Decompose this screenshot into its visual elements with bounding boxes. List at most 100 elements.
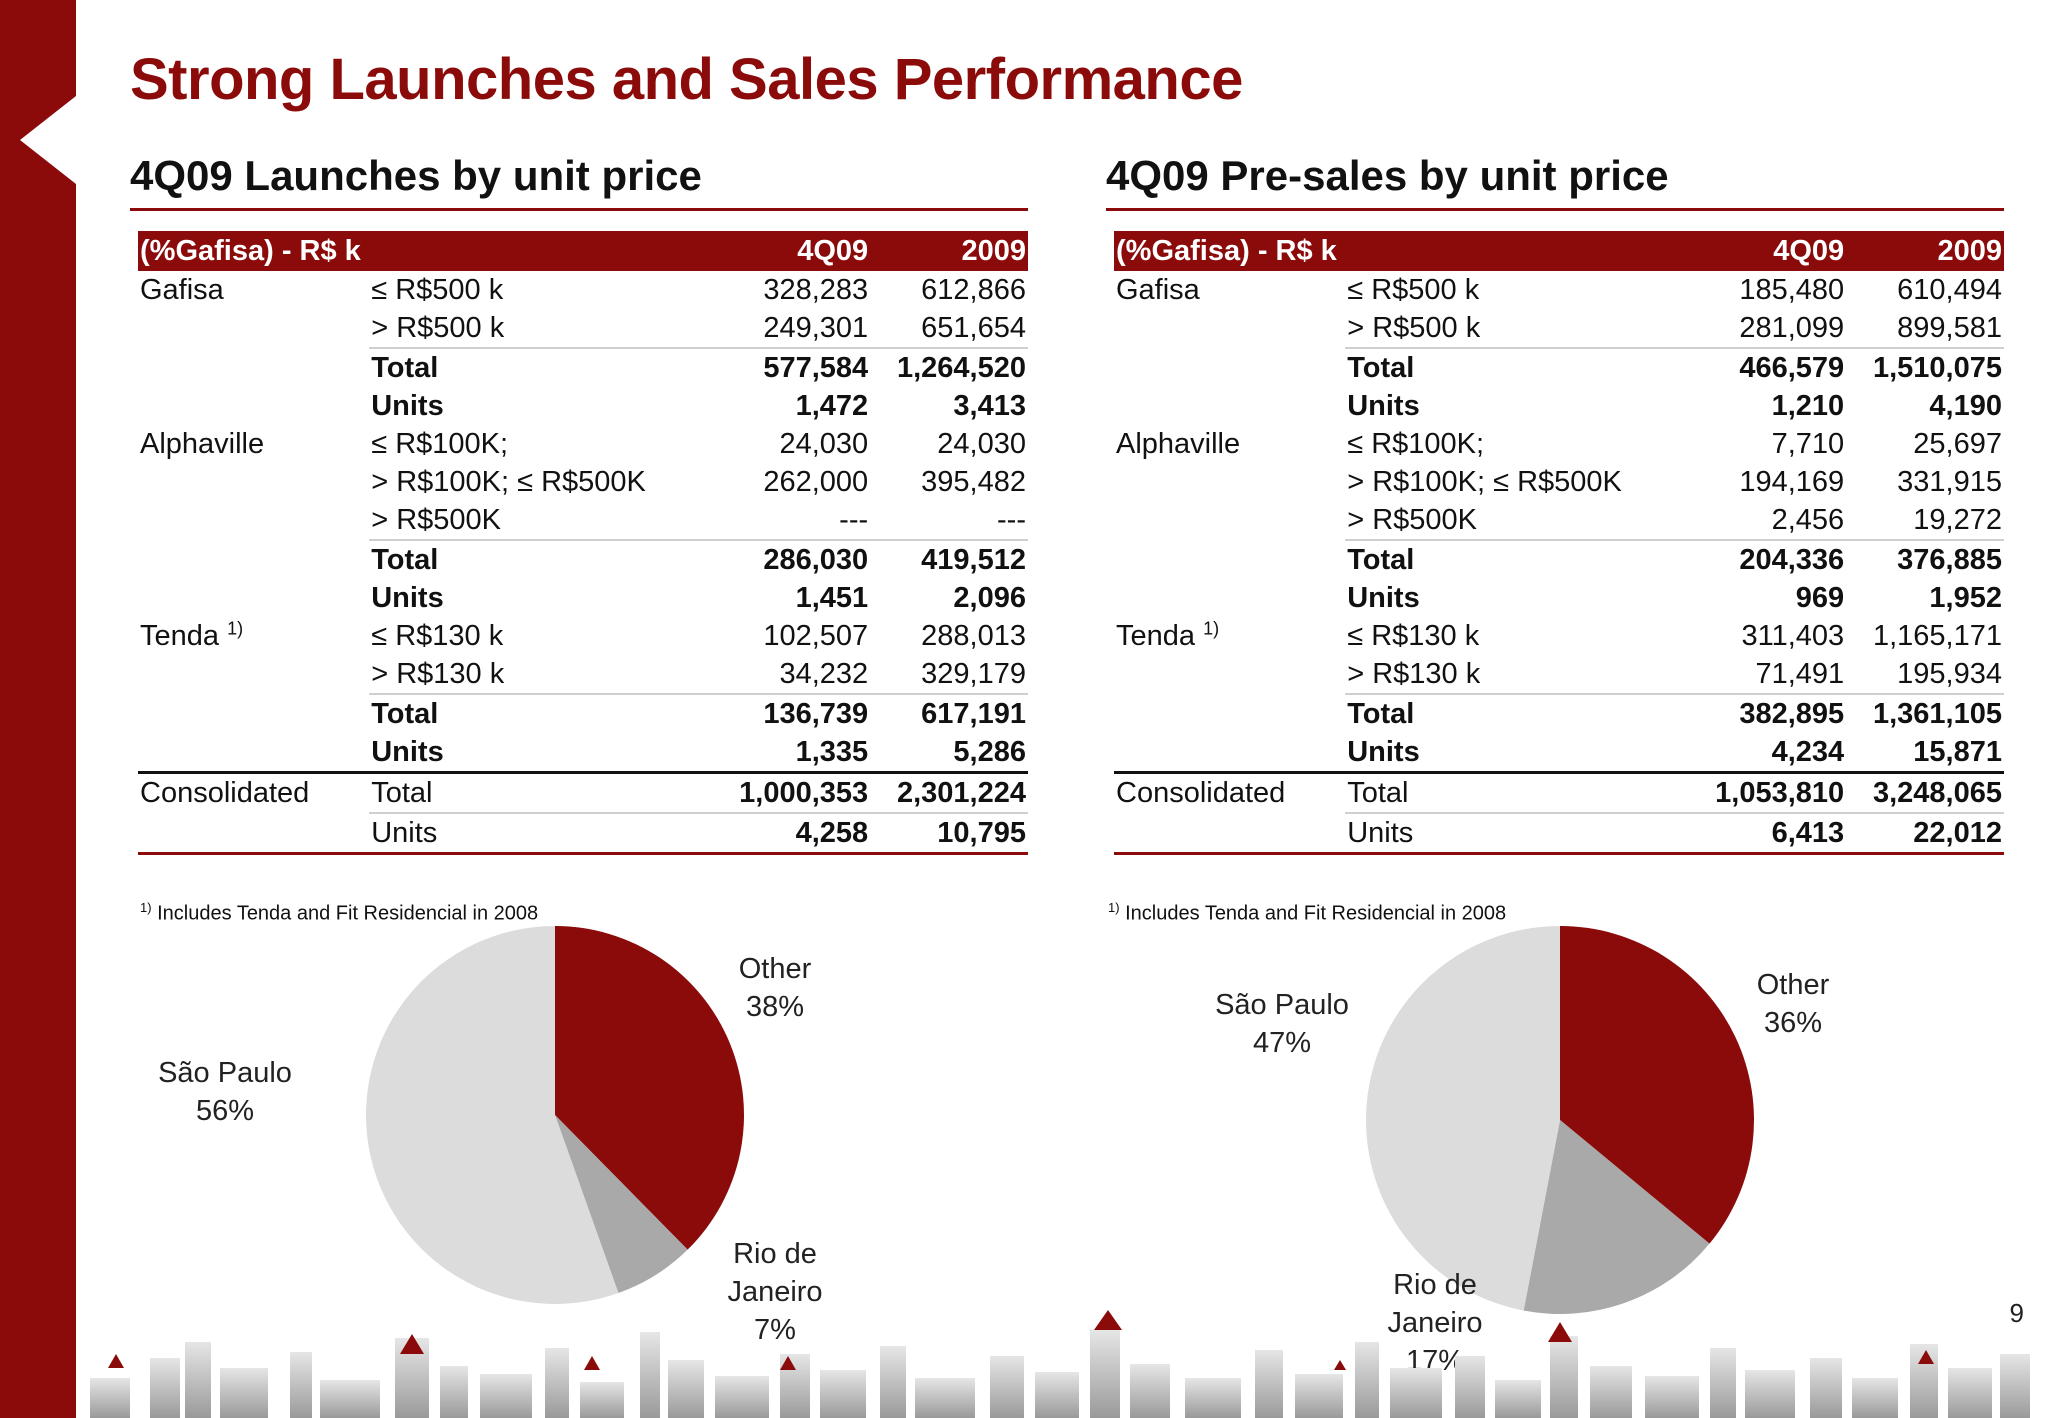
row-group [1114, 463, 1345, 501]
table-row: > R$130 k 71,491 195,934 [1114, 655, 2004, 694]
row-group [1114, 813, 1346, 855]
row-value-4q09: 1,053,810 [1688, 771, 1847, 813]
pie-label-sao-paulo: São Paulo 56% [158, 1057, 292, 1127]
row-label: Total [1345, 347, 1689, 387]
table-row: Units 969 1,952 [1114, 579, 2004, 617]
row-group: Gafisa [1116, 273, 1200, 306]
table-row: Total 466,579 1,510,075 [1114, 347, 2004, 387]
row-label: Total [1345, 693, 1689, 733]
row-group [138, 501, 369, 540]
row-value-4q09: 194,169 [1739, 465, 1845, 498]
row-value-4q09: 6,413 [1688, 812, 1847, 855]
row-value-4q09: 102,507 [763, 619, 869, 652]
table-row: > R$130 k 34,232 329,179 [138, 655, 1028, 694]
row-group [1114, 309, 1345, 348]
table-row: Alphaville ≤ R$100K; 24,030 24,030 [138, 425, 1028, 463]
row-group [138, 813, 370, 855]
table-row: Units 6,413 22,012 [1114, 812, 2004, 855]
pie-slice-other [1560, 926, 1754, 1244]
table-row: Tenda 1) ≤ R$130 k 102,507 288,013 [138, 617, 1028, 655]
row-value-4q09: 1,210 [1771, 389, 1845, 422]
page-number: 9 [2009, 1298, 2024, 1328]
row-value-2009: 25,697 [1913, 427, 2002, 460]
row-value-2009: 419,512 [870, 539, 1028, 579]
presales-table: (%Gafisa) - R$ k 4Q09 2009 Gafisa ≤ R$500… [1114, 231, 2004, 855]
row-label: > R$500 k [371, 311, 505, 344]
row-label: ≤ R$500 k [1347, 273, 1480, 306]
row-group [138, 579, 369, 617]
table-row: Units 4,234 15,871 [1114, 733, 2004, 773]
row-group: Gafisa [140, 273, 224, 306]
row-label: ≤ R$500 k [371, 273, 504, 306]
row-label: Units [1347, 735, 1420, 768]
row-value-2009: 195,934 [1897, 657, 2002, 690]
row-value-4q09: 4,258 [712, 812, 871, 855]
table-row: Tenda 1) ≤ R$130 k 311,403 1,165,171 [1114, 617, 2004, 655]
pie-slice-s-o-paulo [1366, 926, 1560, 1311]
header-col-2009: 2009 [870, 231, 1028, 271]
row-value-2009: 1,361,105 [1846, 693, 2004, 733]
row-group [1114, 579, 1345, 617]
row-value-2009: 329,179 [921, 657, 1026, 690]
table-header: (%Gafisa) - R$ k 4Q09 2009 [1114, 231, 2004, 271]
row-label: Total [369, 539, 713, 579]
pie-slice-other [555, 926, 744, 1250]
row-value-4q09: 1,000,353 [712, 771, 871, 813]
row-group [138, 348, 369, 387]
table-row: Alphaville ≤ R$100K; 7,710 25,697 [1114, 425, 2004, 463]
row-value-2009: --- [997, 503, 1026, 536]
row-value-4q09: 262,000 [763, 465, 869, 498]
row-label: > R$500K [371, 503, 502, 536]
row-value-2009: 10,795 [870, 812, 1028, 855]
row-value-2009: 1,952 [1929, 581, 2002, 614]
row-value-2009: 2,301,224 [870, 771, 1028, 813]
row-value-4q09: 382,895 [1688, 693, 1847, 733]
row-value-2009: 22,012 [1846, 812, 2004, 855]
row-value-2009: 376,885 [1846, 539, 2004, 579]
footnote-marker: 1) [1203, 617, 1220, 638]
row-value-4q09: 4,234 [1771, 735, 1845, 768]
row-group [138, 309, 369, 348]
row-label: Units [1345, 812, 1689, 855]
row-group [1114, 348, 1345, 387]
table-row: Consolidated Total 1,053,810 3,248,065 [1114, 771, 2004, 813]
table-row: Consolidated Total 1,000,353 2,301,224 [138, 771, 1028, 813]
row-value-4q09: 1,472 [795, 389, 869, 422]
footnote-text: Includes Tenda and Fit Residencial in 20… [157, 902, 539, 925]
table-row: > R$500K 2,456 19,272 [1114, 501, 2004, 540]
row-value-4q09: 969 [1795, 581, 1845, 614]
row-group [1114, 501, 1345, 540]
table-row: > R$100K; ≤ R$500K 262,000 395,482 [138, 463, 1028, 501]
table-row: > R$100K; ≤ R$500K 194,169 331,915 [1114, 463, 2004, 501]
row-value-2009: 5,286 [953, 735, 1026, 768]
row-value-4q09: 34,232 [779, 657, 869, 690]
side-notch [20, 96, 76, 184]
table-row: Units 1,472 3,413 [138, 387, 1028, 425]
row-label: > R$100K; ≤ R$500K [1347, 465, 1622, 498]
row-value-4q09: 2,456 [1771, 503, 1845, 536]
row-group [1114, 733, 1345, 773]
table-row: Units 4,258 10,795 [138, 812, 1028, 855]
row-group [138, 694, 369, 733]
launches-title: 4Q09 Launches by unit price [130, 150, 1028, 211]
pie-label-rio: Rio de Janeiro 7% [727, 1238, 823, 1346]
row-value-4q09: 204,336 [1688, 539, 1847, 579]
row-label: Units [371, 581, 444, 614]
table-row: > R$500 k 281,099 899,581 [1114, 309, 2004, 348]
row-label: Total [1345, 771, 1689, 813]
row-value-2009: 19,272 [1913, 503, 2002, 536]
presales-title: 4Q09 Pre-sales by unit price [1106, 150, 2004, 211]
row-group [138, 655, 369, 694]
row-group [1114, 387, 1345, 425]
row-group-label: Tenda [140, 619, 220, 652]
table-row: Total 136,739 617,191 [138, 693, 1028, 733]
row-value-4q09: 311,403 [1741, 619, 1845, 652]
row-label: > R$100K; ≤ R$500K [371, 465, 646, 498]
row-value-2009: 1,165,171 [1872, 619, 2002, 652]
row-value-4q09: 328,283 [763, 273, 869, 306]
table-row: > R$500 k 249,301 651,654 [138, 309, 1028, 348]
row-group [1114, 655, 1345, 694]
row-value-4q09: 281,099 [1739, 311, 1845, 344]
row-value-4q09: 71,491 [1755, 657, 1845, 690]
pie-label-other: Other 36% [1756, 969, 1830, 1039]
